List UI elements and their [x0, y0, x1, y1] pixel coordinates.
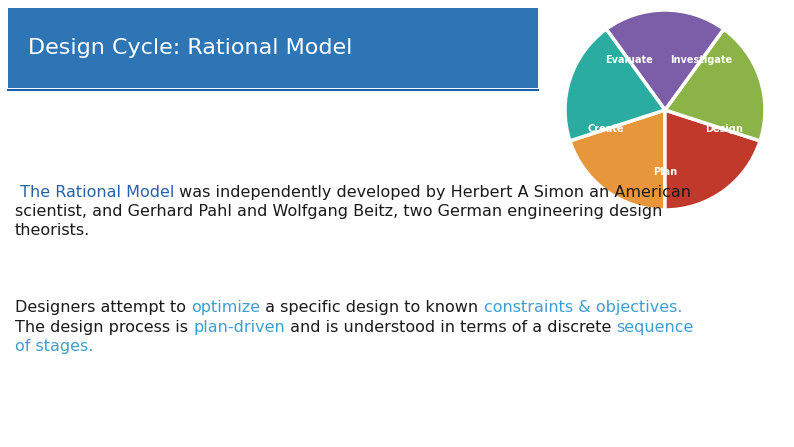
Text: and is understood in terms of a discrete: and is understood in terms of a discrete	[285, 320, 616, 335]
Wedge shape	[565, 29, 665, 141]
Text: The Rational Model: The Rational Model	[15, 185, 175, 200]
Text: optimize: optimize	[191, 300, 260, 315]
Text: sequence: sequence	[616, 320, 694, 335]
Text: a specific design to known: a specific design to known	[260, 300, 484, 315]
Wedge shape	[607, 10, 724, 110]
Text: Investigate: Investigate	[670, 55, 733, 65]
Text: plan-driven: plan-driven	[193, 320, 285, 335]
Wedge shape	[665, 29, 765, 141]
Text: Designers attempt to: Designers attempt to	[15, 300, 191, 315]
Text: Create: Create	[588, 124, 624, 134]
Text: constraints & objectives.: constraints & objectives.	[484, 300, 682, 315]
Text: was independently developed by Herbert A Simon an American: was independently developed by Herbert A…	[175, 185, 692, 200]
Text: of stages.: of stages.	[15, 339, 94, 354]
Wedge shape	[665, 110, 760, 210]
Wedge shape	[570, 110, 665, 210]
FancyBboxPatch shape	[8, 8, 538, 88]
Text: Design Cycle: Rational Model: Design Cycle: Rational Model	[28, 38, 353, 58]
Text: Evaluate: Evaluate	[605, 55, 653, 65]
Text: scientist, and Gerhard Pahl and Wolfgang Beitz, two German engineering design: scientist, and Gerhard Pahl and Wolfgang…	[15, 204, 662, 219]
Text: Design: Design	[705, 124, 743, 134]
Text: Plan: Plan	[653, 167, 677, 177]
Text: theorists.: theorists.	[15, 223, 91, 238]
Text: The design process is: The design process is	[15, 320, 193, 335]
